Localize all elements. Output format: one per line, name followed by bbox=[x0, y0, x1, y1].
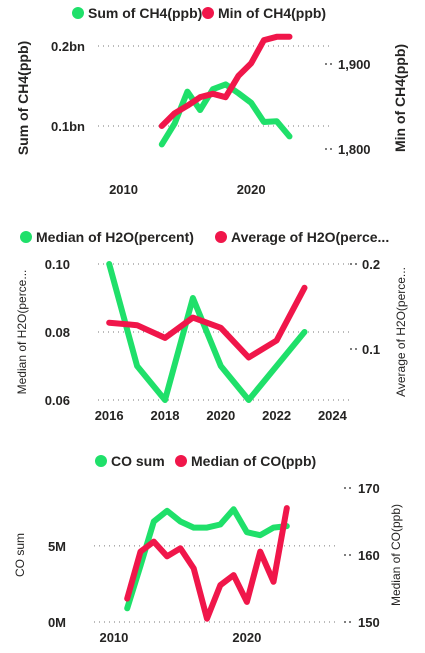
y2-tick-dot bbox=[325, 63, 327, 65]
y2-tick-dot bbox=[350, 263, 352, 265]
x-tick-label: 2020 bbox=[237, 182, 266, 197]
y2-tick-dot bbox=[355, 348, 357, 350]
x-tick-label: 2020 bbox=[232, 630, 261, 645]
legend-marker-red bbox=[202, 7, 214, 19]
y2-tick-dot bbox=[349, 554, 351, 556]
y2-tick-dot bbox=[349, 621, 351, 623]
y2-tick-label: 0.1 bbox=[362, 342, 380, 357]
y2-axis-title: Average of H2O(perce... bbox=[394, 267, 408, 397]
y-tick-label: 0.1bn bbox=[51, 119, 85, 134]
y-axis-title: Sum of CH4(ppb) bbox=[15, 41, 31, 155]
legend-label: Median of CO(ppb) bbox=[191, 453, 316, 469]
legend-label: Sum of CH4(ppb) bbox=[88, 5, 202, 21]
legend-marker-red bbox=[215, 231, 227, 243]
legend-label: Average of H2O(perce... bbox=[231, 229, 389, 245]
y2-tick-label: 150 bbox=[358, 615, 380, 630]
y-tick-label: 5M bbox=[48, 539, 66, 554]
y2-tick-dot bbox=[355, 263, 357, 265]
x-tick-label: 2016 bbox=[95, 408, 124, 423]
x-tick-label: 2010 bbox=[99, 630, 128, 645]
x-tick-label: 2022 bbox=[262, 408, 291, 423]
y-tick-label: 0.10 bbox=[45, 257, 70, 272]
y-axis-title: CO sum bbox=[13, 533, 27, 577]
legend-label: CO sum bbox=[111, 453, 165, 469]
co-chart-svg: 0M 5M 150 160 170 2010 2020 CO sum Median of CO(… bbox=[13, 453, 403, 645]
y2-tick-label: 160 bbox=[358, 548, 380, 563]
legend-label: Min of CH4(ppb) bbox=[218, 5, 326, 21]
x-tick-label: 2018 bbox=[151, 408, 180, 423]
y2-tick-dot bbox=[330, 148, 332, 150]
legend-marker-green bbox=[72, 7, 84, 19]
series-line-red bbox=[124, 505, 290, 622]
legend-marker-red bbox=[175, 455, 187, 467]
series-line-red bbox=[158, 33, 293, 129]
y2-tick-dot bbox=[350, 348, 352, 350]
y2-tick-dot bbox=[349, 487, 351, 489]
series-line-red bbox=[106, 284, 308, 361]
y2-tick-label: 1,800 bbox=[338, 142, 371, 157]
co-chart: 0M 5M 150 160 170 2010 2020 CO sum Median of CO(… bbox=[0, 442, 425, 653]
y-tick-label: 0.06 bbox=[45, 393, 70, 408]
y2-tick-dot bbox=[325, 148, 327, 150]
series-line-green bbox=[106, 261, 308, 403]
y2-tick-dot bbox=[344, 621, 346, 623]
y2-axis-title: Min of CH4(ppb) bbox=[392, 44, 408, 152]
x-tick-label: 2024 bbox=[318, 408, 348, 423]
y2-tick-label: 1,900 bbox=[338, 57, 371, 72]
legend-marker-green bbox=[95, 455, 107, 467]
legend-marker-green bbox=[20, 231, 32, 243]
y2-tick-label: 170 bbox=[358, 481, 380, 496]
h2o-chart: 0.06 0.08 0.10 0.1 0.2 2016 2018 2020 2022 2024 Me… bbox=[0, 218, 425, 430]
legend-label: Median of H2O(percent) bbox=[36, 229, 194, 245]
y2-axis-title: Median of CO(ppb) bbox=[389, 504, 403, 606]
y-tick-label: 0M bbox=[48, 615, 66, 630]
y2-tick-label: 0.2 bbox=[362, 257, 380, 272]
y2-tick-dot bbox=[344, 487, 346, 489]
y-axis-title: Median of H2O(perce... bbox=[15, 270, 29, 395]
x-tick-label: 2010 bbox=[109, 182, 138, 197]
y-tick-label: 0.2bn bbox=[51, 39, 85, 54]
x-tick-label: 2020 bbox=[206, 408, 235, 423]
y-tick-label: 0.08 bbox=[45, 325, 70, 340]
h2o-chart-svg: 0.06 0.08 0.10 0.1 0.2 2016 2018 2020 2022 2024 Me… bbox=[15, 229, 408, 423]
ch4-chart: 0.1bn 0.2bn 1,800 1,900 2010 2020 Sum of CH4(p… bbox=[0, 0, 425, 215]
series-line-green bbox=[124, 506, 290, 612]
ch4-chart-svg: 0.1bn 0.2bn 1,800 1,900 2010 2020 Sum of CH4(p… bbox=[15, 5, 408, 197]
y2-tick-dot bbox=[344, 554, 346, 556]
series-line-green bbox=[158, 81, 293, 148]
y2-tick-dot bbox=[330, 63, 332, 65]
